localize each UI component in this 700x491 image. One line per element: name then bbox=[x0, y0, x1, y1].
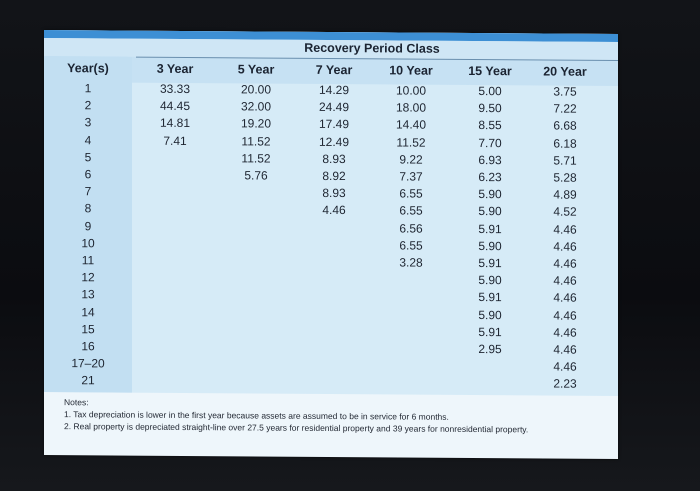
table-cell: 11.52 bbox=[396, 135, 426, 150]
column-header: 10 Year bbox=[389, 63, 433, 78]
table-cell: 5.71 bbox=[553, 153, 577, 168]
table-cell: 44.45 bbox=[159, 98, 191, 114]
column-header: 5 Year bbox=[237, 62, 275, 77]
column-header: 15 Year bbox=[468, 63, 512, 79]
table-cell: 7.22 bbox=[553, 101, 577, 116]
year-cell: 12 bbox=[81, 270, 95, 285]
table-cell: 5.90 bbox=[478, 307, 502, 322]
table-cell: 8.55 bbox=[478, 118, 502, 133]
table-cell: 4.89 bbox=[553, 187, 577, 202]
table-cell: 7.41 bbox=[163, 133, 187, 148]
table-cell: 18.00 bbox=[395, 100, 427, 115]
column-header: 20 Year bbox=[543, 64, 587, 79]
table-cell: 2.95 bbox=[478, 342, 502, 357]
column-header: 7 Year bbox=[315, 62, 353, 78]
table-cell: 32.00 bbox=[240, 99, 272, 114]
table-cell: 9.22 bbox=[399, 152, 423, 167]
table-cell: 5.90 bbox=[478, 187, 502, 202]
table-cell: 6.56 bbox=[399, 221, 423, 236]
table-cell: 6.55 bbox=[399, 186, 423, 201]
table-cell: 4.46 bbox=[553, 290, 577, 306]
table-cell: 4.46 bbox=[553, 342, 577, 357]
table-cell: 5.91 bbox=[478, 324, 502, 339]
table-cell: 11.52 bbox=[241, 151, 271, 166]
table-cell: 5.91 bbox=[478, 256, 502, 271]
year-cell: 8 bbox=[84, 201, 92, 216]
table-cell: 5.91 bbox=[478, 221, 502, 236]
table-cell: 17.49 bbox=[318, 117, 350, 132]
table-cell: 6.55 bbox=[399, 203, 423, 219]
table-cell: 20.00 bbox=[240, 82, 272, 97]
table-cell: 12.49 bbox=[318, 134, 350, 149]
note-2: 2. Real property is depreciated straight… bbox=[64, 421, 529, 435]
year-cell: 11 bbox=[81, 253, 95, 268]
table-cell: 4.46 bbox=[553, 273, 577, 288]
table-cell: 4.46 bbox=[553, 256, 577, 271]
table-cell: 5.90 bbox=[478, 238, 502, 253]
table-cell: 5.00 bbox=[478, 84, 502, 99]
recovery-period-class-header: Recovery Period Class bbox=[304, 40, 440, 56]
year-cell: 9 bbox=[84, 218, 92, 233]
column-header: Year(s) bbox=[67, 61, 109, 76]
table-cell: 8.93 bbox=[322, 151, 346, 166]
table-cell: 9.50 bbox=[478, 101, 502, 116]
table-cell: 8.93 bbox=[322, 186, 346, 201]
table-cell: 14.29 bbox=[318, 82, 350, 98]
year-cell: 17–20 bbox=[71, 356, 105, 371]
notes-section: Notes: 1. Tax depreciation is lower in t… bbox=[64, 396, 609, 436]
table-cell: 8.92 bbox=[322, 168, 346, 184]
table-cell: 4.46 bbox=[553, 325, 577, 340]
table-cell: 14.40 bbox=[395, 117, 427, 133]
year-cell: 3 bbox=[84, 115, 92, 130]
table-cell: 5.90 bbox=[478, 273, 502, 288]
year-cell: 2 bbox=[84, 98, 92, 113]
macrs-table-sheet: Recovery Period Class Year(s) 3 Year 5 Yea… bbox=[44, 29, 618, 460]
table-cell: 7.70 bbox=[478, 135, 502, 150]
table-cell: 4.46 bbox=[553, 222, 577, 237]
table-cell: 4.46 bbox=[553, 308, 577, 323]
table-cell: 5.90 bbox=[478, 204, 502, 219]
year-cell: 6 bbox=[84, 167, 92, 182]
column-header: 3 Year bbox=[156, 61, 194, 77]
table-cell: 6.23 bbox=[478, 170, 502, 185]
year-cell: 4 bbox=[84, 132, 92, 147]
table-cell: 4.46 bbox=[553, 239, 577, 254]
year-cell: 10 bbox=[81, 236, 95, 251]
table-cell: 4.46 bbox=[322, 203, 346, 218]
table-cell: 6.68 bbox=[553, 118, 577, 134]
table-cell: 3.75 bbox=[553, 84, 577, 99]
year-cell: 1 bbox=[84, 81, 92, 96]
table-cell: 4.52 bbox=[553, 204, 577, 220]
table-cell: 10.00 bbox=[395, 83, 427, 98]
year-cell: 5 bbox=[84, 150, 92, 165]
table-cell: 3.28 bbox=[399, 255, 423, 270]
table-cell: 5.28 bbox=[553, 170, 577, 185]
table-cell: 6.55 bbox=[399, 238, 423, 253]
table-cell: 11.52 bbox=[241, 133, 271, 149]
table-cell: 2.23 bbox=[553, 376, 577, 392]
table-cell: 33.33 bbox=[159, 81, 191, 97]
year-cell: 15 bbox=[81, 322, 95, 337]
year-cell: 7 bbox=[84, 184, 92, 199]
year-cell: 21 bbox=[81, 373, 95, 388]
table-cell: 14.81 bbox=[159, 116, 191, 131]
year-cell: 13 bbox=[81, 287, 95, 302]
table-cell: 5.76 bbox=[244, 168, 268, 183]
table-cell: 5.91 bbox=[478, 290, 502, 305]
table-cell: 24.49 bbox=[318, 100, 350, 115]
table-cell: 6.18 bbox=[553, 136, 577, 151]
year-cell: 14 bbox=[81, 304, 95, 319]
table-cell: 6.93 bbox=[478, 152, 502, 167]
year-cell: 16 bbox=[81, 339, 95, 354]
table-area: Recovery Period Class Year(s) 3 Year 5 Yea… bbox=[44, 29, 618, 397]
table-cell: 19.20 bbox=[240, 116, 272, 131]
table-cell: 4.46 bbox=[553, 359, 577, 374]
table-cell: 7.37 bbox=[399, 169, 423, 184]
